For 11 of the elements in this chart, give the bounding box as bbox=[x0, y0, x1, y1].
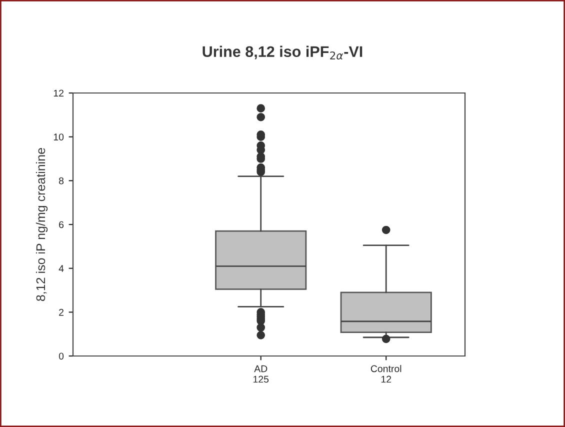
y-tick-label: 10 bbox=[54, 134, 64, 140]
x-tick-label: AD 125 bbox=[253, 365, 269, 383]
y-axis-title: 8,12 iso iP ng/mg creatinine bbox=[36, 148, 48, 301]
y-tick-label: 2 bbox=[59, 308, 64, 316]
chart-title: Urine 8,12 iso iPF$_{2α}$-VI bbox=[202, 46, 362, 60]
y-tick-label: 8 bbox=[58, 177, 64, 184]
y-tick-label: 0 bbox=[58, 352, 64, 360]
y-tick-label: 6 bbox=[59, 221, 64, 228]
x-tick-label: Control 12 bbox=[370, 365, 402, 383]
y-tick-label: 12 bbox=[54, 90, 64, 97]
y-tick-label: 4 bbox=[58, 265, 64, 272]
